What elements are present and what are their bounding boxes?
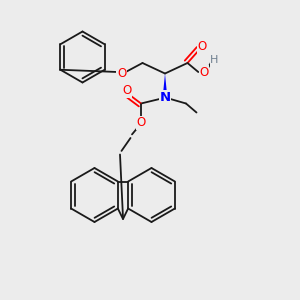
Text: O: O xyxy=(198,40,207,53)
Text: H: H xyxy=(210,55,219,65)
Text: O: O xyxy=(200,65,208,79)
Text: O: O xyxy=(122,84,131,98)
Text: O: O xyxy=(117,67,126,80)
Text: N: N xyxy=(159,91,171,104)
Text: O: O xyxy=(136,116,146,130)
Polygon shape xyxy=(163,74,167,92)
